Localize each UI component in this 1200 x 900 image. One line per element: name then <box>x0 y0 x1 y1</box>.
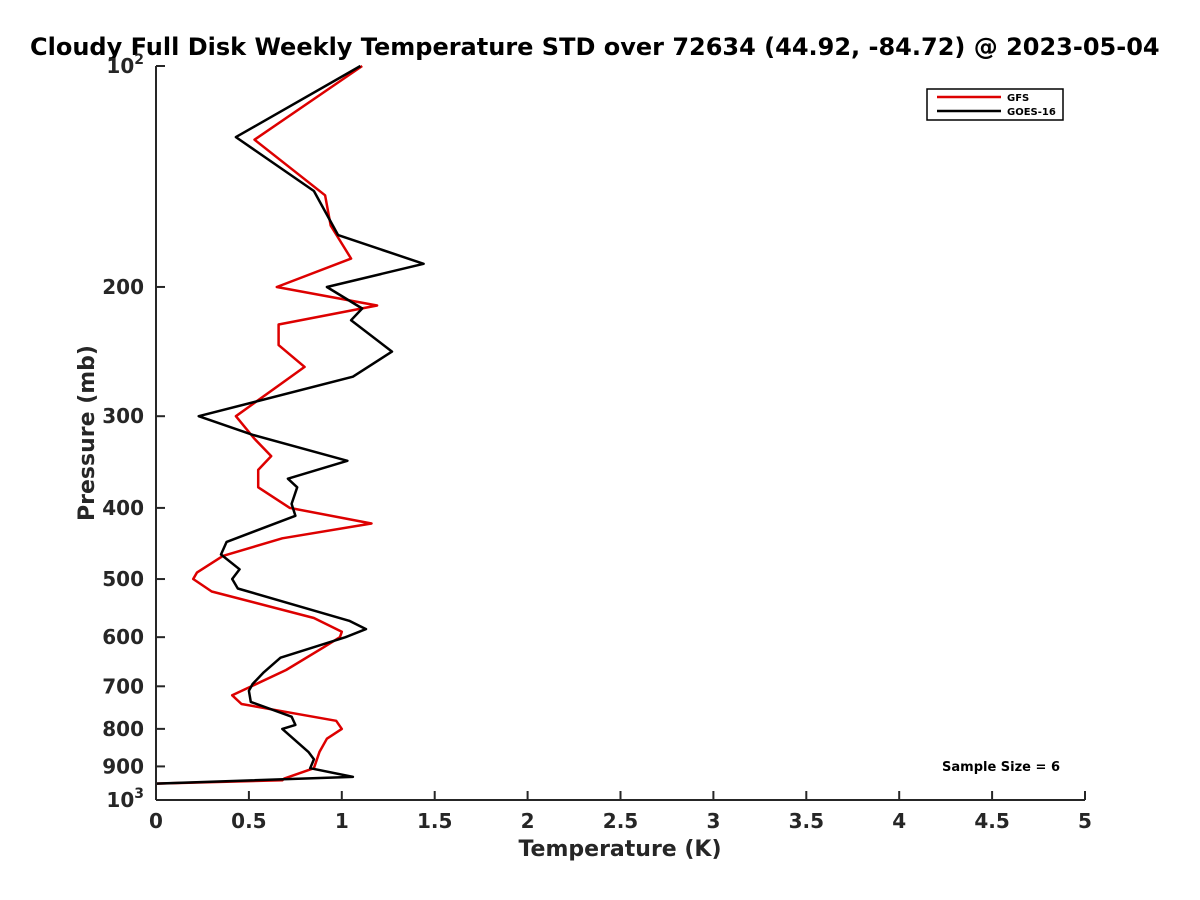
series-line-gfs <box>155 64 379 785</box>
series-line-goes-16 <box>155 64 425 785</box>
x-tick-label: 0.5 <box>231 809 266 833</box>
x-tick-label: 1 <box>335 809 349 833</box>
x-tick-label: 3.5 <box>789 809 824 833</box>
y-tick-label: 800 <box>102 717 144 741</box>
x-axis-label: Temperature (K) <box>518 837 721 862</box>
y-tick-label: 600 <box>102 625 144 649</box>
y-tick-label: 700 <box>102 674 144 698</box>
x-tick-label: 0 <box>149 809 163 833</box>
legend-label-goes-16: GOES-16 <box>1007 107 1056 118</box>
x-tick-label: 2 <box>521 809 535 833</box>
y-tick-label: 200 <box>102 275 144 299</box>
legend-label-gfs: GFS <box>1007 93 1029 104</box>
y-axis-ticks: 102 200 300 400 500 600 700 800 900 103 <box>102 52 165 812</box>
series-layer <box>155 64 425 785</box>
x-tick-label: 3 <box>706 809 720 833</box>
sample-size-annotation: Sample Size = 6 <box>942 760 1060 775</box>
y-tick-label: 900 <box>102 754 144 778</box>
chart-title: Cloudy Full Disk Weekly Temperature STD … <box>30 33 1160 61</box>
y-tick-label: 102 <box>106 52 144 78</box>
axes <box>155 66 1085 801</box>
x-tick-label: 1.5 <box>417 809 452 833</box>
y-tick-label: 103 <box>106 786 144 812</box>
x-axis-ticks: 0 0.5 1 1.5 2 2.5 3 3.5 4 4.5 5 <box>149 791 1092 833</box>
x-tick-label: 4 <box>892 809 906 833</box>
legend-box <box>926 88 1064 121</box>
x-tick-label: 2.5 <box>603 809 638 833</box>
y-tick-label: 500 <box>102 567 144 591</box>
x-tick-label: 4.5 <box>974 809 1009 833</box>
legend: GFS GOES-16 <box>926 88 1064 121</box>
x-tick-label: 5 <box>1078 809 1092 833</box>
y-axis-label: Pressure (mb) <box>75 345 100 521</box>
y-tick-label: 400 <box>102 496 144 520</box>
y-tick-label: 300 <box>102 404 144 428</box>
